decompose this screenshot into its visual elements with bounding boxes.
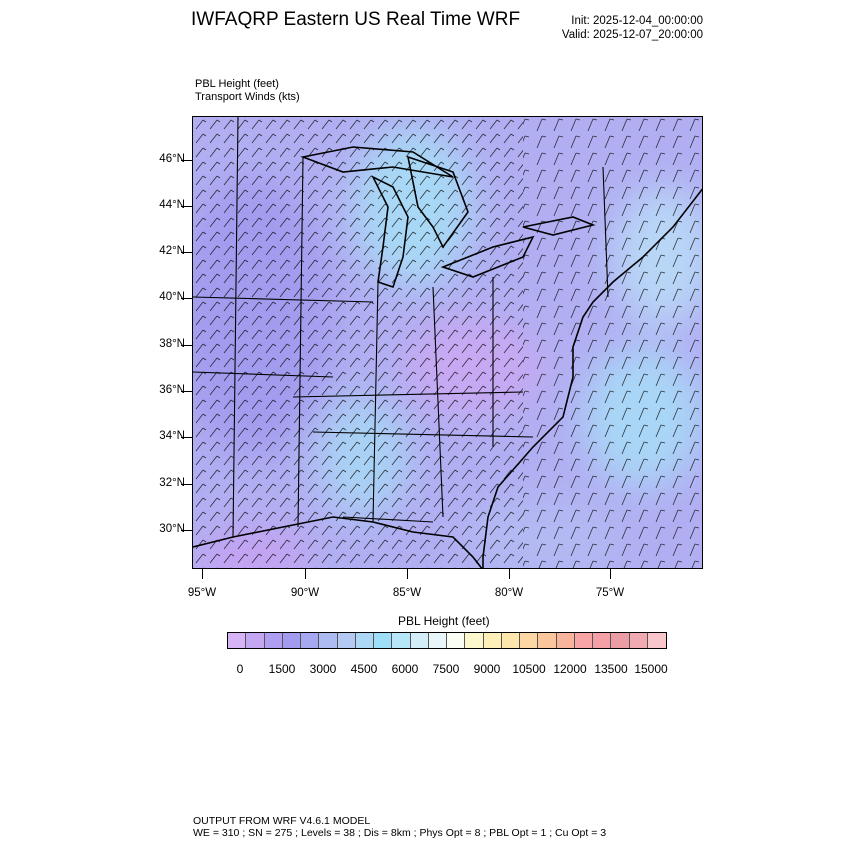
border-lon-4	[432, 286, 444, 518]
colorbar-swatch	[556, 633, 575, 648]
colorbar-label: 10500	[512, 662, 546, 676]
colorbar-swatch	[520, 633, 539, 648]
colorbar-swatch	[301, 633, 320, 648]
colorbar-label: 15000	[634, 662, 668, 676]
colorbar-swatch	[593, 633, 612, 648]
colorbar-swatch	[538, 633, 557, 648]
lat-tick	[181, 206, 192, 207]
colorbar-swatch	[319, 633, 338, 648]
field-pbl: PBL Height (feet)	[195, 78, 279, 90]
state-borders	[193, 117, 609, 538]
colorbar-swatch	[501, 633, 520, 648]
colorbar-swatch	[647, 633, 666, 648]
border-lon-2	[297, 156, 304, 528]
colorbar-swatch	[392, 633, 411, 648]
colorbar-swatch	[483, 633, 502, 648]
map-title: IWFAQRP Eastern US Real Time WRF	[191, 9, 521, 30]
lon-label: 90°W	[290, 587, 320, 599]
colorbar-swatch	[374, 633, 393, 648]
colorbar-label: 6000	[391, 662, 419, 676]
colorbar-swatch	[611, 633, 630, 648]
model-footer: OUTPUT FROM WRF V4.6.1 MODEL WE = 310 ; …	[193, 815, 606, 839]
colorbar-label: 0	[236, 662, 244, 676]
field-description: PBL Height (feet) Transport Winds (kts)	[195, 78, 300, 103]
lat-label: 34°N	[159, 430, 185, 442]
colorbar-label: 4500	[350, 662, 378, 676]
border-lat-1	[193, 296, 374, 303]
lon-tick	[407, 569, 408, 579]
border-lat-2	[193, 371, 334, 378]
colorbar-label: 7500	[432, 662, 460, 676]
lake-erie-shore	[440, 235, 535, 278]
colorbar-swatch	[410, 633, 429, 648]
valid-time: Valid: 2025-12-07_20:00:00	[561, 29, 703, 41]
colorbar-label: 1500	[268, 662, 296, 676]
colorbar-swatch	[246, 633, 265, 648]
colorbar-label: 3000	[309, 662, 337, 676]
colorbar-swatch	[629, 633, 648, 648]
lat-label: 38°N	[159, 338, 185, 350]
lon-tick	[509, 569, 510, 579]
colorbar-label: 13500	[594, 662, 628, 676]
colorbar-swatch	[282, 633, 301, 648]
colorbar-label: 9000	[473, 662, 501, 676]
wind-barbs-ocean	[523, 117, 702, 568]
map-panel	[192, 116, 703, 569]
colorbar-swatch	[355, 633, 374, 648]
lat-tick	[181, 160, 192, 161]
border-lon-1	[232, 117, 239, 538]
colorbar-swatch	[574, 633, 593, 648]
lat-label: 42°N	[159, 245, 185, 257]
colorbar-swatch	[428, 633, 447, 648]
lat-tick	[181, 530, 192, 531]
time-info: Init: 2025-12-04_00:00:00 Valid: 2025-12…	[562, 14, 703, 42]
border-lon-6	[602, 166, 609, 298]
colorbar-title: PBL Height (feet)	[398, 614, 490, 628]
footer-config: WE = 310 ; SN = 275 ; Levels = 38 ; Dis …	[193, 827, 607, 839]
border-lat-3	[292, 391, 524, 398]
border-lon-3	[372, 281, 379, 523]
border-lat-4	[312, 431, 534, 438]
colorbar-swatch	[447, 633, 466, 648]
lat-tick	[181, 437, 192, 438]
lon-label: 80°W	[494, 587, 524, 599]
colorbar-swatch	[228, 633, 247, 648]
lat-label: 32°N	[159, 477, 185, 489]
lon-tick	[305, 569, 306, 579]
lat-label: 40°N	[159, 291, 185, 303]
colorbar	[227, 632, 667, 649]
border-lat-5	[342, 516, 434, 523]
lon-tick	[202, 569, 203, 579]
lon-label: 95°W	[187, 587, 217, 599]
lon-label: 85°W	[392, 587, 422, 599]
lake-ontario-shore	[522, 216, 596, 236]
lat-label: 44°N	[159, 199, 185, 211]
atlantic-coastline	[482, 188, 702, 568]
lake-superior-shore	[300, 146, 454, 178]
lake-michigan-shore	[371, 175, 409, 289]
lat-tick	[181, 391, 192, 392]
lat-tick	[181, 298, 192, 299]
lon-label: 75°W	[595, 587, 625, 599]
lat-label: 36°N	[159, 384, 185, 396]
pbl-map	[193, 117, 702, 568]
colorbar-swatch	[465, 633, 484, 648]
field-winds: Transport Winds (kts)	[195, 90, 300, 103]
colorbar-swatch	[337, 633, 356, 648]
lat-tick	[181, 252, 192, 253]
lon-tick	[610, 569, 611, 579]
lat-tick	[181, 484, 192, 485]
colorbar-swatch	[264, 633, 283, 648]
init-time: Init: 2025-12-04_00:00:00	[571, 15, 703, 27]
wind-barbs-land	[193, 117, 523, 568]
lake-huron-shore	[406, 155, 469, 249]
lat-tick	[181, 345, 192, 346]
lat-label: 30°N	[159, 523, 185, 535]
colorbar-label: 12000	[553, 662, 587, 676]
footer-model: OUTPUT FROM WRF V4.6.1 MODEL	[193, 815, 371, 827]
lat-label: 46°N	[159, 153, 185, 165]
